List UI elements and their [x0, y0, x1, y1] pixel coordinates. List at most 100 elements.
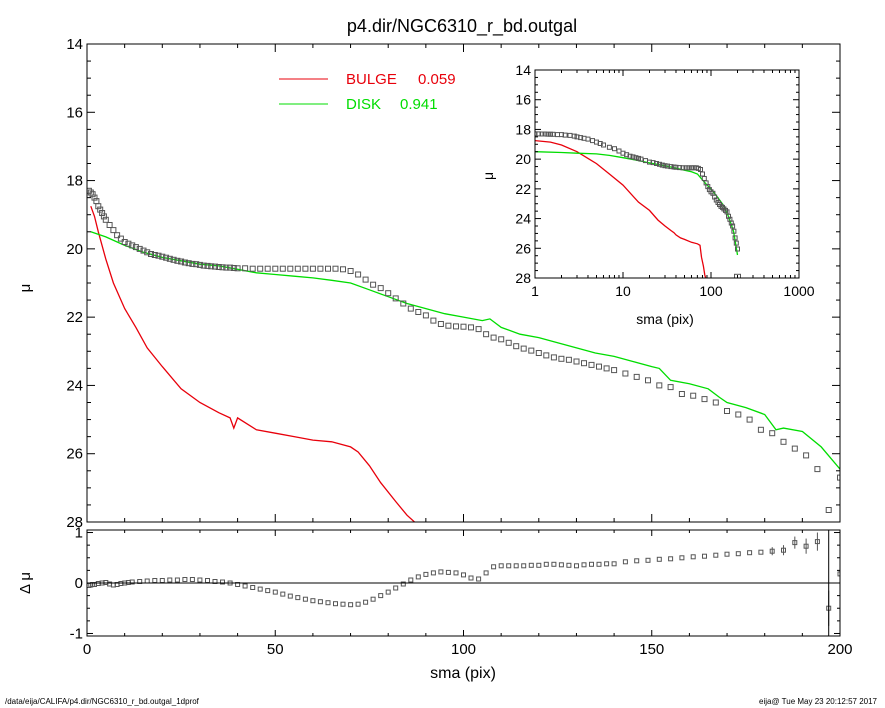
main-data-point	[215, 264, 222, 270]
residual-data-point	[589, 561, 594, 567]
main-data-point	[475, 326, 482, 333]
inset-ytick-label: 24	[515, 211, 531, 227]
main-data-point	[498, 336, 505, 343]
residual-data-point	[679, 555, 685, 561]
main-data-point	[257, 265, 264, 272]
inset-data-point	[735, 246, 740, 252]
residual-data-point	[129, 579, 135, 585]
main-data-point	[110, 227, 117, 234]
main-data-point	[543, 352, 550, 359]
main-data-point	[272, 265, 279, 272]
main-data-point	[814, 466, 821, 473]
inset-data-point	[657, 161, 662, 167]
inset-panel: 1 10 100 1000 14 16 18 20 22 24 26 28 μ sma (pix)	[480, 62, 815, 327]
inset-series-group	[535, 131, 741, 278]
main-data-point	[242, 265, 249, 272]
main-data-point	[490, 334, 497, 341]
residual-data-point	[438, 569, 444, 575]
main-data-point	[370, 281, 377, 288]
residual-data-point	[370, 596, 376, 602]
main-data-point	[355, 271, 362, 278]
main-data-point	[151, 252, 158, 258]
main-data-point	[701, 396, 708, 403]
main-data-point	[645, 377, 651, 384]
residual-data-point	[528, 562, 534, 568]
residual-data-point	[257, 586, 263, 592]
main-plot-area	[87, 187, 840, 522]
inset-ylabel: μ	[480, 172, 496, 180]
residual-data-point	[325, 600, 331, 606]
main-data-point	[91, 194, 98, 201]
inset-data-point	[734, 273, 741, 278]
inset-xlabel: sma (pix)	[636, 311, 694, 327]
main-data-point	[178, 258, 185, 265]
residual-data-point	[574, 563, 579, 569]
inset-data-point	[562, 132, 568, 138]
main-data-point	[309, 265, 316, 272]
inset-xtick-label: 10	[615, 283, 631, 299]
inset-data-point	[728, 220, 734, 226]
inset-data-point	[633, 155, 639, 161]
legend: BULGE 0.059 DISK 0.941	[279, 71, 456, 113]
residual-data-point	[182, 577, 188, 582]
residual-data-point	[581, 562, 587, 568]
residual-data-point	[400, 581, 406, 587]
residual-data-point	[604, 561, 610, 567]
residual-data-point	[295, 595, 301, 601]
main-data-point	[588, 361, 595, 368]
legend-label-bulge: BULGE	[346, 71, 397, 88]
residual-data-point	[265, 588, 271, 594]
main-data-point	[550, 354, 557, 361]
main-data-point	[121, 239, 128, 245]
main-data-point	[437, 321, 444, 327]
residual-data-point	[758, 549, 764, 555]
main-data-point	[656, 382, 663, 389]
residual-ytick-label: 0	[75, 575, 83, 592]
inset-data-point	[683, 165, 689, 171]
main-data-point	[690, 392, 697, 399]
inset-data-point	[659, 162, 665, 168]
legend-value-disk: 0.941	[400, 96, 438, 113]
inset-data-point	[601, 142, 606, 148]
inset-data-point	[545, 131, 551, 137]
main-data-point	[528, 347, 535, 354]
main-data-point	[230, 265, 237, 271]
main-data-point	[294, 265, 301, 272]
main-data-point	[317, 265, 324, 272]
main-data-point	[769, 430, 776, 437]
inset-ytick-label: 28	[515, 270, 531, 286]
main-data-point	[136, 245, 143, 252]
residual-data-point	[713, 552, 719, 558]
residual-data-point	[348, 602, 354, 608]
residual-data-point	[287, 593, 293, 599]
residual-data-point	[645, 557, 651, 563]
inset-data-point	[665, 163, 670, 169]
residual-data-point	[506, 563, 512, 569]
residual-data-point	[513, 563, 519, 569]
residual-data-point	[242, 583, 248, 589]
main-data-point	[99, 210, 106, 216]
main-ytick-label: 26	[66, 446, 83, 463]
residual-data-point	[445, 569, 451, 575]
main-series-group	[87, 187, 840, 522]
residual-data-point	[167, 577, 173, 583]
inset-data-point	[627, 153, 633, 159]
inset-data-point	[731, 228, 737, 234]
main-data-point	[87, 187, 92, 194]
main-data-point	[780, 438, 787, 445]
main-data-point	[535, 350, 542, 356]
residual-data-point	[393, 585, 399, 591]
residual-data-point	[355, 601, 361, 607]
main-data-point	[144, 249, 151, 256]
main-data-point	[667, 384, 674, 391]
inset-data-point	[539, 131, 545, 137]
main-data-point	[132, 244, 139, 251]
main-data-point	[174, 257, 181, 264]
residual-data-point	[668, 556, 674, 562]
main-data-point	[93, 198, 100, 205]
main-data-point	[791, 445, 798, 452]
main-data-point	[460, 323, 467, 330]
inset-ytick-label: 14	[515, 62, 531, 78]
residual-data-point	[423, 571, 429, 577]
